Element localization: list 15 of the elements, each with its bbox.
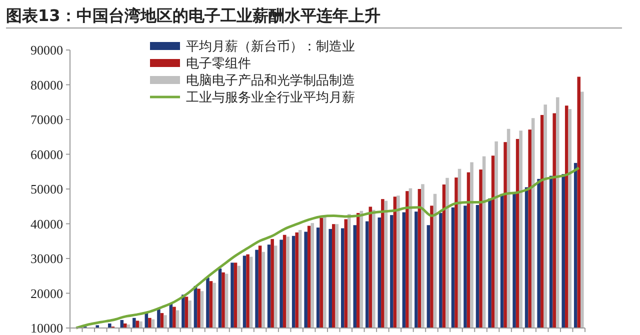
y-tick-label: 70000: [30, 112, 63, 128]
y-tick-label: 40000: [30, 216, 63, 232]
y-tick-label: 20000: [30, 286, 63, 301]
y-tick-label: 50000: [30, 182, 63, 197]
legend-label: 工业与服务业全行业平均月薪: [186, 90, 355, 105]
y-tick-label: 10000: [30, 320, 63, 335]
legend-label: 电脑电子产品和光学制品制造: [186, 72, 355, 88]
legend-label: 平均月薪（新台币）：制造业: [186, 38, 355, 54]
line-series: [74, 166, 580, 330]
y-tick-label: 80000: [30, 77, 63, 92]
y-tick-label: 30000: [30, 251, 63, 266]
y-tick-label: 60000: [30, 146, 63, 162]
y-tick-label: 90000: [30, 42, 63, 58]
chart-title: 图表13：中国台湾地区的电子工业薪酬水平连年上升: [6, 6, 380, 25]
legend-label: 电子零组件: [186, 56, 251, 71]
